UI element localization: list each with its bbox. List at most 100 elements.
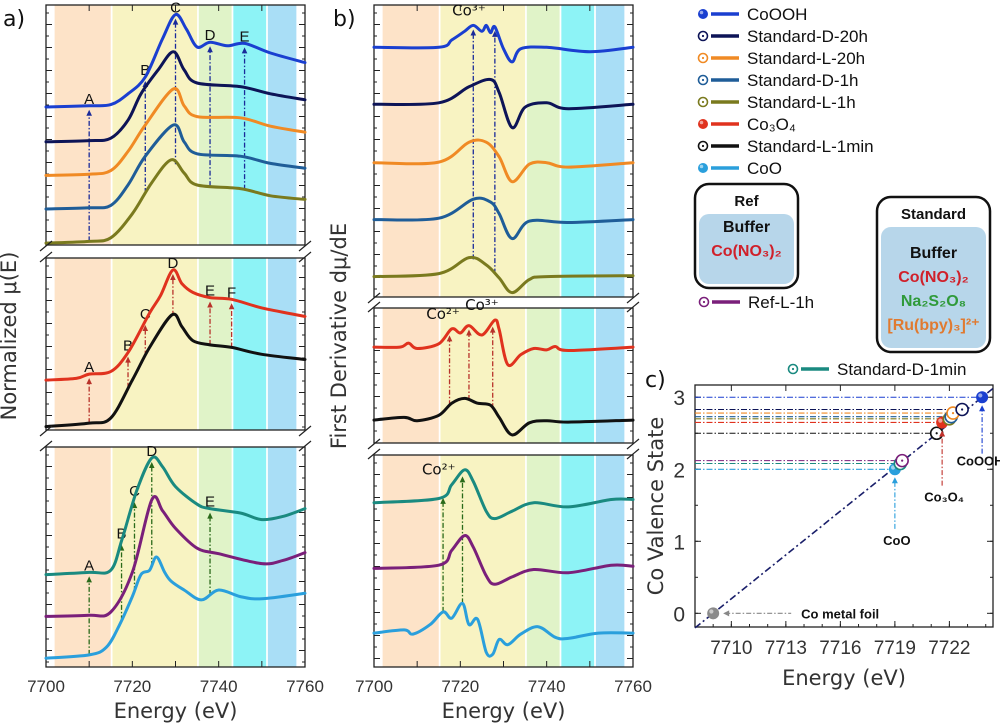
box-line: Co(NO₃)₂ bbox=[711, 243, 782, 260]
annotation-label: Co₃O₄ bbox=[924, 490, 964, 505]
arrow-head bbox=[170, 274, 176, 281]
peak-label: B bbox=[117, 526, 127, 543]
x-tick-label: 7760 bbox=[286, 677, 324, 696]
panel_b-subpanel: Co³⁺ bbox=[372, 1, 635, 298]
peak-label: E bbox=[205, 494, 215, 511]
energy-band bbox=[595, 455, 625, 667]
legend-label: Standard-D-20h bbox=[747, 27, 868, 46]
box-line: Buffer bbox=[723, 219, 770, 236]
arrow-head bbox=[470, 29, 477, 36]
legend-label: Co₃O₄ bbox=[747, 115, 796, 134]
series-line-standard-d-20h bbox=[44, 50, 307, 144]
box-line: Na₂S₂O₈ bbox=[901, 293, 966, 310]
y-tick-label: 0 bbox=[673, 603, 685, 626]
energy-band bbox=[54, 5, 111, 245]
series-line-coooh bbox=[44, 13, 307, 109]
oxidation-state-label: Co³⁺ bbox=[452, 1, 486, 19]
box-line: [Ru(bpy)₃]²⁺ bbox=[887, 317, 979, 334]
panel_a-subpanel: A B C D E bbox=[39, 425, 312, 668]
legend-label: Standard-L-1h bbox=[747, 93, 856, 112]
legend-label: CoOOH bbox=[747, 5, 807, 24]
oxidation-state-label: Co²⁺ bbox=[426, 305, 460, 323]
series-line-standard-d-1h bbox=[44, 123, 307, 211]
data-point-coooh bbox=[976, 391, 989, 404]
data-point-co-metal-foil-highlight bbox=[709, 609, 714, 614]
energy-band bbox=[595, 308, 625, 443]
annotation-label: CoO bbox=[883, 533, 910, 548]
x-tick-label: 7710 bbox=[710, 638, 752, 659]
legend-marker bbox=[698, 9, 708, 19]
y-tick-label: 3 bbox=[673, 387, 685, 410]
peak-label: C bbox=[140, 306, 151, 323]
energy-band bbox=[233, 258, 267, 430]
arrow-head bbox=[241, 47, 248, 54]
peak-label: A bbox=[84, 359, 94, 376]
arrow-head bbox=[125, 356, 131, 363]
axis-break-mark bbox=[298, 425, 312, 437]
energy-band bbox=[382, 308, 439, 443]
series-line-standard-d-20h bbox=[372, 77, 635, 130]
arrow-head bbox=[891, 477, 898, 484]
series-line-standard-d-1min bbox=[372, 468, 635, 521]
x-tick-label: 7740 bbox=[200, 677, 238, 696]
x-tick-label: 7719 bbox=[874, 638, 916, 659]
arrow-head bbox=[446, 335, 453, 342]
arrow-head bbox=[86, 109, 92, 116]
arrow-head bbox=[489, 326, 496, 333]
energy-band bbox=[440, 5, 526, 297]
x-axis-label: Energy (eV) bbox=[782, 666, 906, 690]
panel_a-subpanel: A BC D E F bbox=[39, 240, 312, 431]
oxidation-state-label: Co³⁺ bbox=[465, 296, 499, 314]
series-line-ref-l-1h bbox=[44, 494, 307, 618]
x-tick-label: 7720 bbox=[113, 677, 151, 696]
legend-marker bbox=[698, 163, 708, 173]
solution-fill bbox=[881, 227, 986, 348]
series-line-coo bbox=[44, 555, 307, 660]
legend: CoOOH Standard-D-20h Standard-L-20h Standar… bbox=[697, 5, 966, 379]
x-tick-label: 7760 bbox=[614, 677, 652, 696]
legend-marker-dot bbox=[791, 367, 795, 371]
legend-marker-dot bbox=[701, 34, 705, 38]
peak-label: B bbox=[140, 62, 150, 79]
series-line-coo bbox=[372, 601, 635, 658]
energy-band bbox=[595, 5, 625, 297]
legend-marker-dot bbox=[701, 100, 705, 104]
legend-label: Standard-L-20h bbox=[747, 49, 865, 68]
data-point-standard-l-20h-dot bbox=[951, 411, 955, 415]
energy-band bbox=[561, 5, 595, 297]
peak-label: F bbox=[227, 284, 236, 301]
peak-label: D bbox=[167, 255, 178, 272]
energy-band bbox=[382, 5, 439, 297]
series-line-coooh bbox=[372, 23, 635, 64]
data-point-coo-highlight bbox=[890, 465, 896, 470]
energy-band bbox=[267, 5, 297, 245]
arrow-head bbox=[207, 301, 213, 308]
axis-break-mark bbox=[298, 251, 312, 263]
oxidation-state-label: Co²⁺ bbox=[422, 461, 456, 479]
series-line-ref-l-1h bbox=[372, 534, 635, 586]
arrow-head bbox=[939, 430, 946, 437]
series-line-standard-l-1min bbox=[44, 312, 307, 429]
peak-label: C bbox=[170, 0, 181, 17]
x-tick-label: 7740 bbox=[528, 677, 566, 696]
plot-frame bbox=[45, 257, 306, 431]
axis-break-mark bbox=[39, 251, 53, 263]
peak-label: C bbox=[129, 483, 140, 500]
data-point-coooh-highlight bbox=[978, 393, 983, 398]
panel_a-subpanel: A B C D E bbox=[44, 0, 307, 246]
series-line-standard-l-1min bbox=[372, 396, 635, 437]
x-axis-label: Energy (eV) bbox=[114, 699, 238, 723]
panel_b: Co³⁺ Co²⁺ Co³⁺ Co²⁺ 7700 7720 7740 7760 Energy (… bbox=[327, 1, 652, 723]
peak-label: B bbox=[123, 338, 133, 355]
energy-band bbox=[112, 5, 198, 245]
x-tick-label: 7700 bbox=[27, 677, 65, 696]
series-line-standard-l-1h bbox=[44, 158, 307, 245]
energy-band bbox=[54, 258, 111, 430]
axis-break-mark bbox=[367, 292, 381, 304]
peak-label: D bbox=[205, 27, 216, 44]
series-line-standard-l-1h bbox=[372, 255, 635, 295]
peak-label: E bbox=[205, 283, 215, 300]
legend-label: Standard-D-1h bbox=[747, 71, 859, 90]
series-line-standard-d-1min bbox=[44, 455, 307, 577]
x-tick-label: 7716 bbox=[819, 638, 861, 659]
